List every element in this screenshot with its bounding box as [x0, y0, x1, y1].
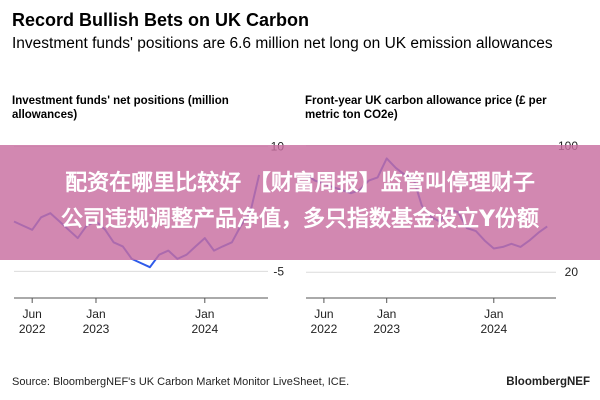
x-tick-label: 2023: [373, 322, 400, 336]
x-tick-label: 2023: [83, 322, 110, 336]
x-tick-label: Jan: [484, 307, 503, 321]
source-note: Source: BloombergNEF's UK Carbon Market …: [12, 376, 350, 388]
x-tick-label: Jun: [314, 307, 333, 321]
x-tick-label: 2024: [191, 322, 218, 336]
banner-line-1: 配资在哪里比较好 【财富周报】监管叫停理财子: [65, 171, 535, 196]
x-tick-label: Jun: [23, 307, 42, 321]
overlay-banner: 配资在哪里比较好 【财富周报】监管叫停理财子 公司违规调整产品净值，多只指数基金…: [0, 145, 600, 260]
y-tick-label: 20: [565, 265, 579, 279]
y-tick-label: -5: [273, 264, 284, 278]
left-panel-title: Investment funds' net positions (million…: [12, 95, 229, 121]
chart-title: Record Bullish Bets on UK Carbon: [12, 10, 310, 30]
banner-line-2: 公司违规调整产品净值，多只指数基金设立Y份额: [61, 207, 539, 232]
brand-logo-text: BloombergNEF: [506, 376, 590, 388]
x-tick-label: Jan: [377, 307, 396, 321]
right-panel-title: Front-year UK carbon allowance price (£ …: [305, 95, 547, 121]
chart-subtitle: Investment funds' positions are 6.6 mill…: [12, 35, 553, 52]
x-tick-label: 2024: [480, 322, 507, 336]
x-tick-label: 2022: [311, 322, 338, 336]
x-tick-label: 2022: [19, 322, 46, 336]
x-tick-label: Jan: [195, 307, 214, 321]
x-tick-label: Jan: [86, 307, 105, 321]
